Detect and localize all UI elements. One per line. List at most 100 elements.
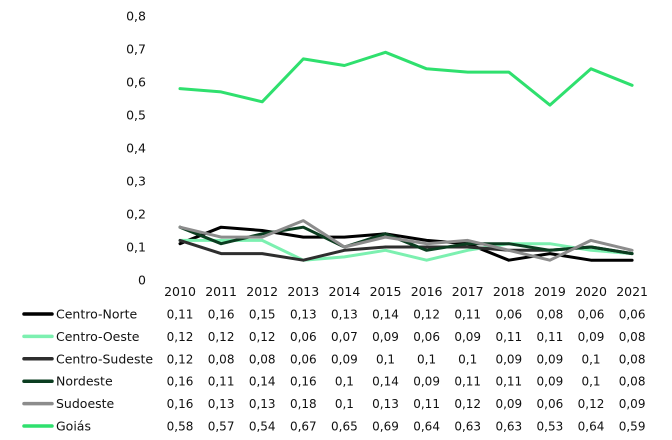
data-label: 0,06 [537, 397, 564, 411]
table-row: Centro-Norte 0,11 0,16 0,15 0,13 0,13 0,14 0,12… [22, 307, 646, 322]
table-row: Centro-Oeste 0,12 0,12 0,12 0,06 0,07 0,09 0,06… [22, 329, 646, 344]
data-label: 0,06 [495, 308, 522, 322]
x-tick-label: 2020 [575, 284, 607, 299]
data-label: 0,16 [290, 375, 317, 389]
data-label: 0,12 [208, 330, 235, 344]
data-label: 0,63 [495, 420, 522, 434]
data-label: 0,15 [249, 308, 276, 322]
data-label: 0,14 [372, 308, 399, 322]
legend-label: Centro-Norte [56, 307, 138, 322]
data-label: 0,08 [619, 352, 646, 366]
data-label: 0,06 [290, 330, 317, 344]
data-label: 0,53 [537, 420, 564, 434]
y-tick-label: 0,3 [126, 174, 146, 189]
data-label: 0,16 [167, 397, 194, 411]
data-label: 0,54 [249, 420, 276, 434]
data-label: 0,09 [372, 330, 399, 344]
y-tick-label: 0,8 [126, 9, 146, 24]
data-label: 0,08 [537, 308, 564, 322]
data-label: 0,12 [167, 352, 194, 366]
x-axis: 2010 2011 2012 2013 2014 2015 2016 2017 2018 2019… [164, 284, 648, 299]
x-tick-label: 2019 [534, 284, 566, 299]
plot-area [178, 50, 634, 262]
x-tick-label: 2015 [370, 284, 402, 299]
data-label: 0,11 [413, 397, 440, 411]
data-label: 0,06 [619, 308, 646, 322]
data-label: 0,64 [413, 420, 440, 434]
data-label: 0,1 [335, 397, 354, 411]
data-table: Centro-Norte 0,11 0,16 0,15 0,13 0,13 0,14 0,12… [22, 307, 646, 434]
y-tick-label: 0,7 [126, 42, 146, 57]
series-line-centro-oeste [178, 238, 634, 262]
data-label: 0,13 [372, 397, 399, 411]
y-axis: 0 0,1 0,2 0,3 0,4 0,5 0,6 0,7 0,8 [126, 9, 146, 288]
data-label: 0,57 [208, 420, 235, 434]
data-label: 0,12 [167, 330, 194, 344]
data-label: 0,1 [376, 352, 395, 366]
series-line-centro-norte [178, 225, 634, 262]
data-label: 0,18 [290, 397, 317, 411]
data-label: 0,13 [331, 308, 358, 322]
legend-label: Goiás [56, 419, 91, 434]
data-label: 0,06 [290, 352, 317, 366]
series-line-nordeste [178, 225, 634, 256]
data-label: 0,14 [372, 375, 399, 389]
data-label: 0,09 [454, 330, 481, 344]
data-label: 0,12 [454, 397, 481, 411]
data-label: 0,12 [578, 397, 605, 411]
data-label: 0,09 [619, 397, 646, 411]
y-tick-label: 0,2 [126, 207, 146, 222]
data-label: 0,65 [331, 420, 358, 434]
data-label: 0,13 [208, 397, 235, 411]
x-tick-label: 2012 [246, 284, 278, 299]
x-tick-label: 2014 [328, 284, 360, 299]
data-label: 0,11 [537, 330, 564, 344]
data-label: 0,06 [413, 330, 440, 344]
data-label: 0,11 [454, 375, 481, 389]
x-tick-label: 2017 [452, 284, 484, 299]
table-row: Goiás 0,58 0,57 0,54 0,67 0,65 0,69 0,64 0,63 0,6… [22, 419, 645, 434]
data-label: 0,09 [537, 352, 564, 366]
x-tick-label: 2011 [205, 284, 237, 299]
data-label: 0,09 [413, 375, 440, 389]
y-tick-label: 0 [138, 273, 146, 288]
data-label: 0,12 [249, 330, 276, 344]
data-label: 0,08 [249, 352, 276, 366]
x-tick-label: 2018 [493, 284, 525, 299]
y-tick-label: 0,5 [126, 108, 146, 123]
data-label: 0,06 [578, 308, 605, 322]
data-label: 0,13 [249, 397, 276, 411]
data-label: 0,09 [537, 375, 564, 389]
data-label: 0,09 [331, 352, 358, 366]
data-label: 0,08 [619, 375, 646, 389]
data-label: 0,09 [495, 352, 522, 366]
data-label: 0,67 [290, 420, 317, 434]
legend-label: Centro-Oeste [56, 329, 140, 344]
data-label: 0,12 [413, 308, 440, 322]
data-label: 0,1 [581, 352, 600, 366]
table-row: Centro-Sudeste 0,12 0,08 0,08 0,06 0,09 0,1 0,1… [22, 351, 646, 366]
data-label: 0,16 [208, 308, 235, 322]
data-label: 0,08 [619, 330, 646, 344]
legend-label: Sudoeste [56, 396, 115, 411]
data-label: 0,11 [495, 330, 522, 344]
data-label: 0,11 [454, 308, 481, 322]
data-label: 0,08 [208, 352, 235, 366]
y-tick-label: 0,1 [126, 240, 146, 255]
data-label: 0,11 [167, 308, 194, 322]
data-label: 0,1 [417, 352, 436, 366]
series-line-sudoeste [178, 219, 634, 262]
data-label: 0,11 [208, 375, 235, 389]
data-label: 0,69 [372, 420, 399, 434]
data-label: 0,09 [495, 397, 522, 411]
x-tick-label: 2013 [287, 284, 319, 299]
data-label: 0,13 [290, 308, 317, 322]
data-label: 0,09 [578, 330, 605, 344]
y-tick-label: 0,4 [126, 141, 146, 156]
data-label: 0,16 [167, 375, 194, 389]
x-tick-label: 2016 [411, 284, 443, 299]
x-tick-label: 2021 [616, 284, 648, 299]
data-label: 0,1 [458, 352, 477, 366]
table-row: Nordeste 0,16 0,11 0,14 0,16 0,1 0,14 0,09 0,11 0… [22, 374, 646, 389]
